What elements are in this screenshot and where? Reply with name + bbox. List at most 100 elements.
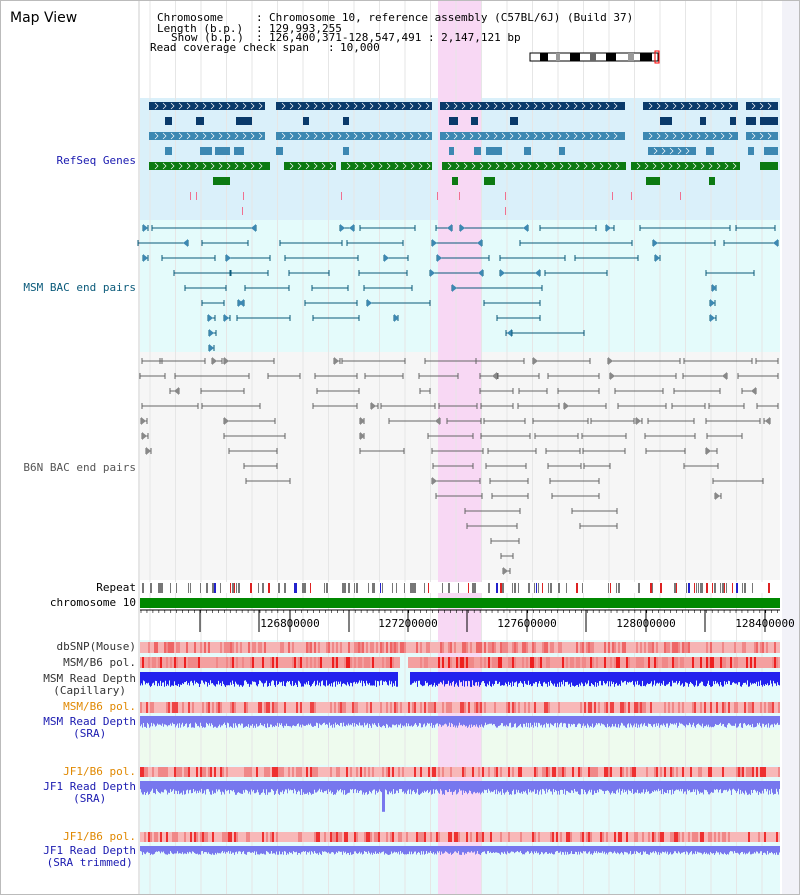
jf1-depth-trimmed-bar [391, 846, 392, 852]
msm-depth-sra-bar [165, 716, 166, 725]
jf1-pol-heat [532, 767, 534, 777]
msm-pol-sra-heat [244, 702, 246, 713]
jf1-depth-trimmed-bar [354, 846, 355, 852]
jf1-depth-sra-bar [702, 781, 703, 793]
jf1-depth-trimmed-bar [327, 846, 328, 854]
msm-pol-sra-heat [648, 702, 650, 713]
jf1-depth-sra-bar [449, 781, 450, 790]
msm-depth-sra-bar [557, 716, 558, 723]
jf1-pol-heat [412, 767, 414, 777]
jf1-depth-sra-bar [444, 781, 445, 795]
repeat-element [576, 583, 578, 593]
jf1-depth-trimmed-bar [405, 846, 406, 855]
msm-pol-sra-heat [768, 702, 770, 713]
msm-pol-heat [322, 657, 324, 668]
msm-pol-heat [590, 657, 592, 668]
jf1-pol2-heat [146, 832, 148, 842]
msm-pol-heat [482, 657, 484, 668]
jf1-depth-trimmed-bar [516, 846, 517, 852]
msm-depth-sra-bar [653, 716, 654, 725]
msm-depth-sra-bar [151, 716, 152, 723]
jf1-depth-sra-bar [274, 781, 275, 795]
msm-pol-sra-heat [308, 702, 310, 713]
dbsnp-heat [760, 642, 762, 653]
jf1-pol2-heat [694, 832, 696, 842]
msm-depth-sra-bar [217, 716, 218, 728]
jf1-depth-trimmed-bar [222, 846, 223, 851]
msm-depth-sra-bar [597, 716, 598, 725]
jf1-pol2-heat [276, 832, 278, 842]
msm-pol-sra-heat [292, 702, 294, 713]
msm-depth-capillary-bar [765, 672, 766, 685]
msm-pol-heat [752, 657, 754, 668]
jf1-depth-sra-bar [296, 781, 297, 795]
jf1-depth-sra-bar [538, 781, 539, 795]
msm-pol-sra-heat [420, 702, 422, 713]
msm-pol-sra-heat [372, 702, 374, 713]
gene-feature [149, 132, 265, 140]
msm-depth-capillary-bar [360, 672, 361, 683]
msm-depth-capillary-bar [233, 672, 234, 684]
dbsnp-heat [422, 642, 424, 653]
msm-depth-capillary-bar [661, 672, 662, 684]
msm-pol-heat [560, 657, 562, 668]
jf1-depth-sra-bar [393, 781, 394, 790]
jf1-depth-trimmed-bar [181, 846, 182, 854]
jf1-pol-heat [518, 767, 520, 777]
msm-pol-heat [484, 657, 486, 668]
msm-depth-sra-bar [708, 716, 709, 725]
msm-depth-capillary-bar [618, 672, 619, 686]
jf1-depth-sra-bar [420, 781, 421, 794]
gene-strand-arrow [461, 102, 466, 110]
msm-pol-sra-heat [762, 702, 764, 713]
msm-depth-sra-bar [460, 716, 461, 726]
repeat-element [230, 583, 231, 593]
repeat-element [582, 583, 583, 593]
msm-depth-capillary-bar [636, 672, 637, 685]
msm-depth-sra-bar [478, 716, 479, 728]
msm-depth-capillary-bar [281, 672, 282, 682]
msm-depth-capillary-bar [773, 672, 774, 681]
jf1-depth-trimmed-bar [428, 846, 429, 853]
gene-strand-arrow [162, 102, 167, 110]
msm-depth-capillary-bar [526, 672, 527, 685]
bac-end-arrow [142, 432, 147, 440]
msm-depth-sra-bar [145, 716, 146, 727]
dbsnp-heat [716, 642, 718, 653]
jf1-pol-heat [776, 767, 778, 777]
jf1-pol2-heat [260, 832, 262, 842]
msm-depth-sra-bar [565, 716, 566, 724]
jf1-depth-sra-bar [471, 781, 472, 794]
jf1-depth-sra-bar [428, 781, 429, 794]
jf1-pol-heat [484, 767, 486, 777]
msm-depth-capillary-bar [187, 672, 188, 685]
jf1-depth-trimmed-bar [529, 846, 530, 854]
msm-depth-capillary-bar [390, 672, 391, 685]
msm-depth-capillary-bar [424, 672, 425, 686]
jf1-depth-sra-bar [590, 781, 591, 793]
jf1-pol-heat [316, 767, 318, 777]
jf1-pol-heat [356, 767, 358, 777]
bac-end-arrow [371, 402, 376, 410]
msm-pol-sra-heat [538, 702, 540, 713]
gene-strand-arrow [329, 162, 334, 170]
jf1-pol-heat [396, 767, 398, 777]
msm-depth-sra-bar [575, 716, 576, 728]
dbsnp-heat [618, 642, 620, 653]
jf1-pol2-heat [598, 832, 600, 842]
msm-pol-sra-heat [636, 702, 638, 713]
jf1-depth-trimmed-bar [482, 846, 483, 853]
jf1-depth-sra-bar [644, 781, 645, 794]
msm-depth-capillary-bar [623, 672, 624, 683]
bac-end-arrow [492, 372, 497, 380]
jf1-pol2-heat [660, 832, 662, 842]
msm-depth-sra-bar [216, 716, 217, 728]
jf1-depth-sra-bar [285, 781, 286, 790]
jf1-depth-sra-bar [594, 781, 595, 791]
msm-pol-heat [586, 657, 588, 668]
repeat-element [660, 583, 662, 593]
dbsnp-heat [630, 642, 632, 653]
jf1-depth-sra-bar [343, 781, 344, 795]
gene-strand-arrow [218, 132, 223, 140]
